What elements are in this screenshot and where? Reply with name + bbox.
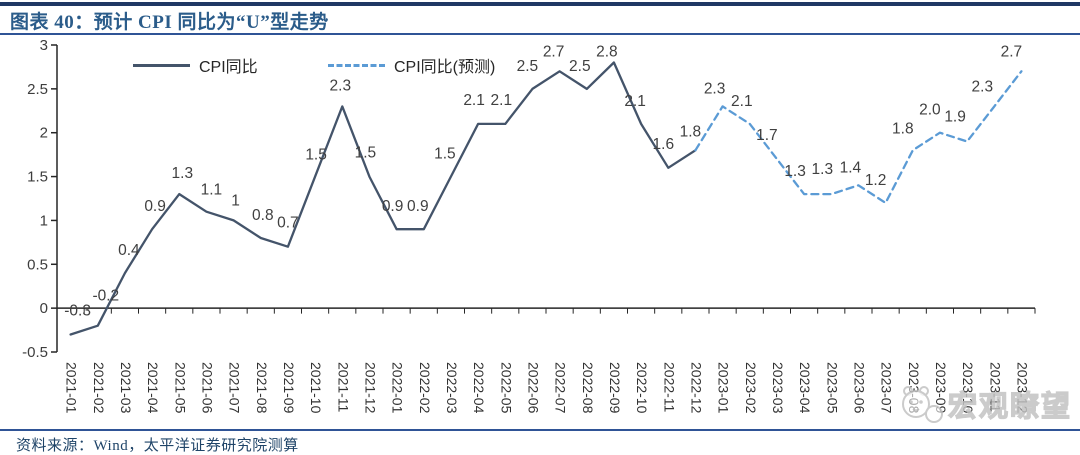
x-axis-label: 2021-03 (118, 362, 134, 414)
data-label: 1.8 (680, 123, 702, 140)
data-label: -0.3 (64, 303, 91, 320)
y-axis-label: -0.5 (22, 344, 48, 361)
data-label: -0.2 (92, 288, 119, 305)
x-axis-label: 2022-02 (417, 362, 433, 414)
x-axis-label: 2023-04 (797, 362, 813, 414)
data-label: 0.9 (407, 198, 429, 215)
data-label: 2.5 (517, 58, 539, 75)
x-axis-label: 2023-06 (851, 362, 867, 414)
x-axis-label: 2022-03 (444, 362, 460, 414)
x-axis-label: 2021-01 (64, 362, 80, 414)
data-label: 2.7 (1001, 43, 1023, 60)
top-divider (0, 2, 1080, 6)
data-label: 2.3 (330, 77, 352, 94)
data-label: 1.5 (434, 146, 456, 163)
y-axis-label: 0 (40, 300, 48, 317)
data-label: 1.5 (355, 145, 377, 162)
x-axis-label: 2023-12 (1014, 362, 1030, 414)
data-label: 2.7 (543, 43, 565, 60)
x-axis-label: 2022-04 (471, 362, 487, 414)
data-label: 2.0 (919, 102, 941, 119)
x-axis-label: 2021-07 (227, 362, 243, 414)
x-axis-label: 2022-08 (580, 362, 596, 414)
data-label: 1.3 (784, 163, 806, 180)
data-label: 1.3 (172, 165, 194, 182)
x-axis-label: 2023-10 (960, 362, 976, 414)
data-label: 1 (231, 192, 240, 209)
x-axis-label: 2023-07 (879, 362, 895, 414)
y-axis-label: 1.5 (27, 169, 48, 186)
figure-title: 图表 40：预计 CPI 同比为“U”型走势 (10, 12, 329, 33)
data-label: 1.1 (201, 182, 223, 199)
data-label: 2.3 (972, 78, 994, 95)
x-axis-label: 2022-05 (498, 362, 514, 414)
x-axis-label: 2023-11 (987, 362, 1003, 413)
x-axis-label: 2021-05 (172, 362, 188, 414)
series-line-actual (69, 61, 697, 336)
data-label: 1.4 (840, 159, 862, 176)
legend-label-actual: CPI同比 (199, 59, 258, 76)
footer-divider (0, 429, 1080, 431)
x-axis-label: 2022-11 (661, 362, 677, 413)
data-label: 1.2 (865, 172, 887, 189)
panda-face-icon (901, 386, 943, 423)
data-label: 1.3 (812, 161, 834, 178)
source-note: 资料来源：Wind，太平洋证券研究院测算 (16, 438, 299, 454)
watermark: 宏观瞭望 (897, 383, 1072, 425)
x-axis-label: 2023-01 (716, 362, 732, 414)
y-axis-label: 1 (40, 212, 48, 229)
dashed-line-swatch (328, 63, 385, 67)
y-axis-label: 0.5 (27, 256, 48, 273)
watermark-text: 宏观瞭望 (947, 390, 1072, 423)
y-axis-label: 2 (40, 125, 48, 142)
solid-line-swatch (133, 63, 190, 67)
data-label: 2.1 (624, 93, 646, 110)
x-axis-label: 2022-06 (525, 362, 541, 414)
x-axis-label: 2022-10 (634, 362, 650, 414)
x-axis-label: 2021-02 (91, 362, 107, 414)
x-axis-label: 2022-09 (607, 362, 623, 414)
x-axis-label: 2023-05 (824, 362, 840, 414)
data-label: 0.9 (382, 198, 404, 215)
data-label: 2.1 (463, 92, 485, 109)
x-axis-label: 2023-09 (933, 362, 949, 414)
data-label: 1.6 (653, 136, 675, 153)
x-axis-label: 2021-06 (199, 362, 215, 414)
legend-item-forecast: CPI同比(预测) (328, 54, 495, 76)
data-label: 2.3 (704, 80, 726, 97)
data-label: 1.9 (944, 109, 966, 126)
x-axis-label: 2021-08 (254, 362, 270, 414)
chart-legend: CPI同比 CPI同比(预测) (0, 54, 1080, 76)
data-label: 1.7 (756, 127, 778, 144)
x-axis-label: 2023-03 (770, 362, 786, 414)
y-axis-label: 2.5 (27, 81, 48, 98)
title-divider (0, 33, 1080, 35)
legend-item-actual: CPI同比 (133, 54, 258, 76)
data-label: 2.8 (596, 44, 618, 61)
data-label: 2.1 (491, 92, 513, 109)
x-axis-label: 2021-10 (308, 362, 324, 414)
legend-label-forecast: CPI同比(预测) (394, 59, 496, 76)
x-axis-label: 2021-09 (281, 362, 297, 414)
x-axis-label: 2021-04 (145, 362, 161, 414)
data-label: 0.8 (252, 207, 274, 224)
x-axis-label: 2022-01 (390, 362, 406, 414)
data-label: 0.7 (277, 215, 299, 232)
data-label: 0.9 (144, 198, 166, 215)
x-axis-label: 2022-07 (553, 362, 569, 414)
data-label: 2.1 (731, 93, 753, 110)
data-label: 0.4 (118, 242, 140, 259)
x-axis-label: 2022-12 (688, 362, 704, 414)
x-axis-label: 2021-11 (335, 362, 351, 413)
x-axis-label: 2023-02 (743, 362, 759, 414)
x-axis-label: 2021-12 (362, 362, 378, 414)
data-label: 1.8 (892, 120, 914, 137)
series-line-forecast (694, 70, 1023, 205)
y-axis-label: 3 (40, 37, 48, 54)
data-label: 1.5 (305, 147, 327, 164)
data-label: 2.5 (569, 58, 591, 75)
